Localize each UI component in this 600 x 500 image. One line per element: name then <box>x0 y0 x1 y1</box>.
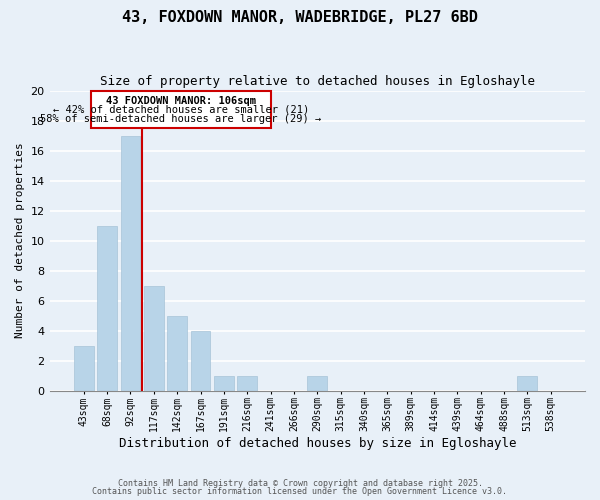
Bar <box>97 226 117 390</box>
Text: ← 42% of detached houses are smaller (21): ← 42% of detached houses are smaller (21… <box>53 105 309 115</box>
Text: 43 FOXDOWN MANOR: 106sqm: 43 FOXDOWN MANOR: 106sqm <box>106 96 256 106</box>
FancyBboxPatch shape <box>91 90 271 128</box>
Bar <box>121 136 140 390</box>
Bar <box>517 376 538 390</box>
Y-axis label: Number of detached properties: Number of detached properties <box>15 142 25 338</box>
Bar <box>214 376 234 390</box>
Text: Contains HM Land Registry data © Crown copyright and database right 2025.: Contains HM Land Registry data © Crown c… <box>118 478 482 488</box>
Bar <box>144 286 164 391</box>
Text: 43, FOXDOWN MANOR, WADEBRIDGE, PL27 6BD: 43, FOXDOWN MANOR, WADEBRIDGE, PL27 6BD <box>122 10 478 25</box>
Bar <box>238 376 257 390</box>
Bar <box>167 316 187 390</box>
Text: 58% of semi-detached houses are larger (29) →: 58% of semi-detached houses are larger (… <box>40 114 322 124</box>
Bar <box>191 330 211 390</box>
X-axis label: Distribution of detached houses by size in Egloshayle: Distribution of detached houses by size … <box>119 437 516 450</box>
Bar <box>307 376 327 390</box>
Bar <box>74 346 94 391</box>
Text: Contains public sector information licensed under the Open Government Licence v3: Contains public sector information licen… <box>92 487 508 496</box>
Title: Size of property relative to detached houses in Egloshayle: Size of property relative to detached ho… <box>100 75 535 88</box>
